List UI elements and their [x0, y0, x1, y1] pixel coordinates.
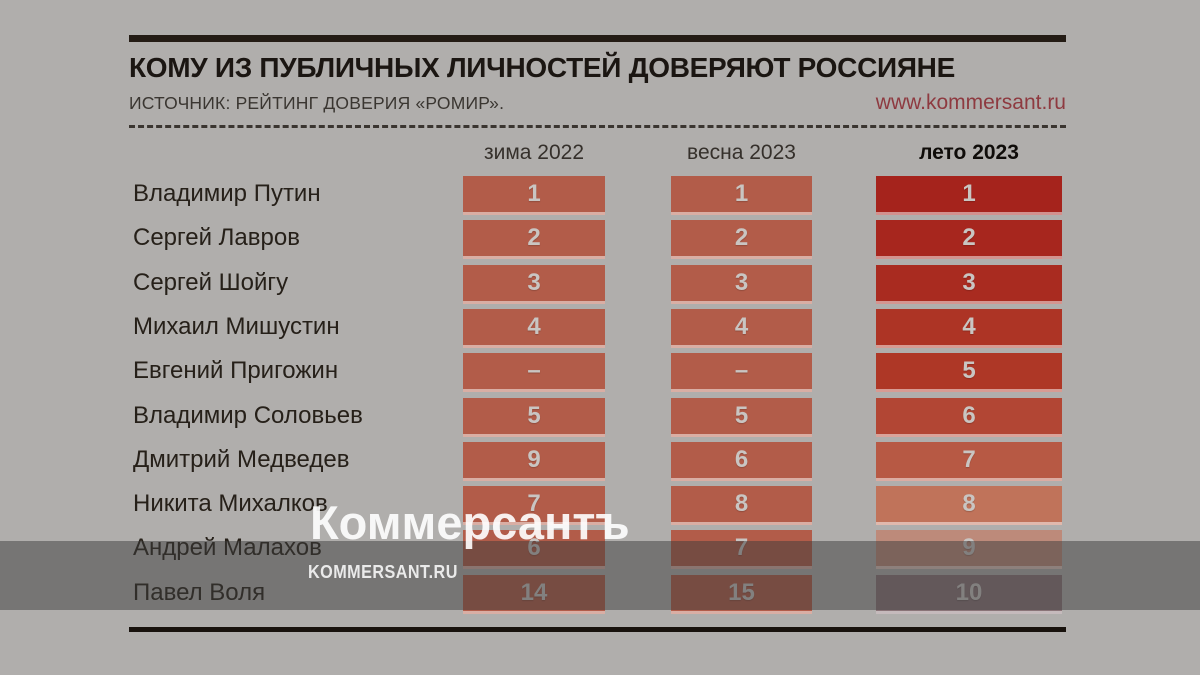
- rank-value: –: [734, 357, 749, 385]
- rank-value: 7: [527, 490, 541, 518]
- column-header-summer-2023: лето 2023: [919, 141, 1019, 164]
- column-headers: зима 2022 весна 2023 лето 2023: [129, 141, 1066, 167]
- table-row: Евгений Пригожин – – 5: [129, 353, 1066, 393]
- rank-cell-summer: 6: [876, 397, 1062, 437]
- rank-cell-winter: 1: [463, 176, 605, 215]
- rank-value: –: [527, 357, 541, 385]
- rank-cell-spring: –: [671, 353, 812, 393]
- page-title: КОМУ ИЗ ПУБЛИЧНЫХ ЛИЧНОСТЕЙ ДОВЕРЯЮТ РОС…: [129, 52, 955, 83]
- rank-value: 2: [527, 224, 541, 252]
- rank-cell-summer: 5: [876, 353, 1062, 393]
- kommersant-logo-watermark: Коммерсантъ: [310, 496, 630, 549]
- rank-cell-winter: –: [463, 353, 605, 393]
- rank-value: 1: [734, 180, 749, 207]
- rank-cell-summer: 4: [876, 308, 1062, 348]
- person-name: Михаил Мишустин: [133, 312, 340, 340]
- table-row: Дмитрий Медведев 9 6 7: [129, 441, 1066, 481]
- rank-value: 3: [527, 268, 541, 296]
- rank-value: 4: [527, 312, 541, 340]
- rank-cell-spring: 3: [671, 264, 812, 304]
- table-row: Сергей Лавров 2 2 2: [129, 220, 1066, 260]
- rank-cell-winter: 9: [463, 441, 605, 481]
- rank-cell-summer: 7: [876, 441, 1062, 481]
- rank-value: 5: [527, 401, 541, 429]
- rank-value: 8: [734, 490, 749, 518]
- table-row: Никита Михалков 7 8 8: [129, 486, 1066, 526]
- source-label: ИСТОЧНИК: РЕЙТИНГ ДОВЕРИЯ «РОМИР».: [129, 93, 505, 113]
- column-header-winter-2022: зима 2022: [483, 141, 585, 164]
- rank-value: 1: [527, 180, 541, 207]
- rank-value: 8: [962, 490, 976, 518]
- kommersant-domain-watermark: KOMMERSANT.RU: [308, 562, 458, 582]
- rank-cell-winter: 4: [463, 308, 605, 348]
- rank-value: 9: [527, 445, 541, 473]
- rank-cell-summer: 2: [876, 220, 1062, 260]
- table-row: Владимир Путин 1 1 1: [129, 176, 1066, 215]
- rank-cell-spring: 5: [671, 397, 812, 437]
- rank-value: 6: [962, 401, 976, 429]
- source-row: ИСТОЧНИК: РЕЙТИНГ ДОВЕРИЯ «РОМИР». www.k…: [129, 91, 1066, 115]
- rank-cell-summer: 1: [876, 176, 1062, 215]
- rank-value: 4: [962, 312, 976, 340]
- person-name: Владимир Путин: [133, 180, 321, 207]
- rank-value: 5: [734, 401, 749, 429]
- rank-cell-spring: 2: [671, 220, 812, 260]
- rank-value: 3: [734, 268, 749, 296]
- column-header-spring-2023: весна 2023: [687, 141, 796, 164]
- rank-cell-spring: 4: [671, 308, 812, 348]
- rank-cell-winter: 5: [463, 397, 605, 437]
- table-row: Владимир Соловьев 5 5 6: [129, 397, 1066, 437]
- table-row: Михаил Мишустин 4 4 4: [129, 308, 1066, 348]
- rank-value: 7: [962, 445, 976, 473]
- rank-value: 3: [962, 268, 976, 296]
- rank-cell-spring: 6: [671, 441, 812, 481]
- bottom-rule: [129, 627, 1066, 632]
- rank-cell-spring: 8: [671, 486, 812, 526]
- top-rule: [129, 35, 1066, 42]
- person-name: Сергей Лавров: [133, 224, 300, 252]
- rank-value: 6: [734, 445, 749, 473]
- watermark-band: [0, 541, 1200, 610]
- table-row: Сергей Шойгу 3 3 3: [129, 264, 1066, 304]
- person-name: Дмитрий Медведев: [133, 445, 350, 473]
- person-name: Сергей Шойгу: [133, 268, 289, 296]
- rank-cell-summer: 8: [876, 486, 1062, 526]
- rank-cell-winter: 2: [463, 220, 605, 260]
- rank-cell-winter: 7: [463, 486, 605, 526]
- rank-value: 1: [962, 180, 976, 207]
- rank-value: 2: [962, 224, 976, 252]
- rank-value: 2: [734, 224, 749, 252]
- rank-cell-spring: 1: [671, 176, 812, 215]
- dotted-divider: [129, 125, 1066, 128]
- rank-cell-winter: 3: [463, 264, 605, 304]
- rank-value: 5: [962, 357, 976, 385]
- person-name: Никита Михалков: [133, 490, 328, 518]
- person-name: Евгений Пригожин: [133, 357, 339, 385]
- rank-cell-summer: 3: [876, 264, 1062, 304]
- rank-value: 4: [734, 312, 749, 340]
- site-url: www.kommersant.ru: [875, 91, 1066, 114]
- person-name: Владимир Соловьев: [133, 401, 363, 429]
